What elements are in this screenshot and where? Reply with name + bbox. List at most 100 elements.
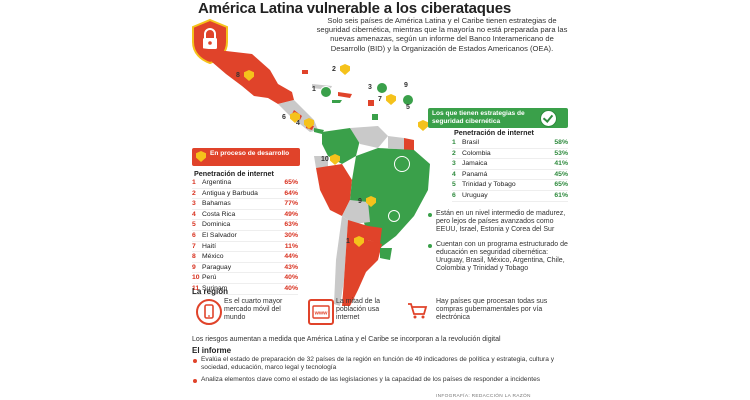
- list-item: Evalúa el estado de preparación de 32 pa…: [192, 356, 568, 372]
- row-value: 45%: [554, 170, 568, 178]
- row-value: 58%: [554, 139, 568, 146]
- warning-shield-icon: [196, 151, 206, 162]
- row-number: 7: [192, 242, 196, 250]
- table-row: 7 Haití 11%: [192, 242, 298, 253]
- row-country: Uruguay: [462, 191, 488, 199]
- red-legend-header: [192, 148, 300, 166]
- row-number: 2: [192, 189, 196, 197]
- red-penetration-title: Penetración de internet: [194, 169, 274, 178]
- row-value: 61%: [554, 191, 568, 199]
- map-number: 1: [312, 86, 316, 93]
- row-country: Trinidad y Tobago: [462, 181, 516, 189]
- row-number: 1: [192, 179, 196, 186]
- row-value: 65%: [554, 181, 568, 189]
- argentina-region: [342, 220, 382, 306]
- map-number: 3: [368, 84, 372, 91]
- row-value: 43%: [284, 263, 298, 271]
- map-number: 9: [404, 82, 408, 89]
- table-row: 1 Brasil 58%: [452, 138, 568, 149]
- check-icon: [540, 110, 557, 127]
- map-marker-icon: [354, 236, 364, 247]
- map-marker-icon: [244, 70, 254, 81]
- credit-line: INFOGRAFÍA: REDACCIÓN LA RAZÓN: [436, 394, 531, 399]
- brazil-region: [350, 148, 430, 248]
- row-value: 64%: [284, 189, 298, 197]
- infographic: América Latina vulnerable a los ciberata…: [178, 0, 570, 400]
- map-marker-icon: [386, 94, 396, 105]
- row-country: Argentina: [202, 179, 232, 186]
- check-marker-icon: [402, 94, 414, 106]
- row-number: 3: [452, 160, 456, 168]
- green-legend-label: Los que tienen estrategias de seguridad …: [432, 110, 525, 125]
- risk-statement: Los riesgos aumentan a medida que Améric…: [192, 336, 501, 343]
- peru-region: [316, 164, 352, 216]
- row-country: Panamá: [462, 170, 488, 178]
- svg-text:www: www: [314, 311, 329, 317]
- cart-icon: [408, 303, 428, 319]
- table-row: 4 Panamá 45%: [452, 170, 568, 181]
- table-row: 1 Argentina 65%: [192, 178, 298, 189]
- row-country: Costa Rica: [202, 210, 236, 218]
- table-row: 6 El Salvador 30%: [192, 231, 298, 242]
- www-icon: www: [308, 299, 334, 325]
- map-marker-icon: [304, 118, 314, 129]
- report-title: El informe: [192, 346, 232, 355]
- row-value: 65%: [284, 179, 298, 186]
- row-value: 11%: [284, 242, 298, 250]
- green-penetration-title: Penetración de internet: [454, 128, 534, 137]
- row-value: 63%: [284, 221, 298, 229]
- row-value: 40%: [284, 274, 298, 282]
- list-item: Están en un nivel intermedio de madurez,…: [428, 210, 568, 235]
- check-marker-icon: [376, 82, 388, 94]
- table-row: 2 Antigua y Barbuda 64%: [192, 189, 298, 200]
- row-country: Colombia: [462, 149, 491, 157]
- row-number: 6: [452, 191, 456, 199]
- map-marker-icon: [366, 196, 376, 207]
- table-row: 9 Paraguay 43%: [192, 263, 298, 274]
- row-country: Antigua y Barbuda: [202, 189, 258, 197]
- row-number: 3: [192, 200, 196, 208]
- row-country: Surinam: [202, 284, 228, 292]
- table-row: 11 Surinam 40%: [192, 284, 298, 295]
- row-number: 8: [192, 253, 196, 261]
- green-legend-header: [428, 108, 568, 128]
- map-number: 5: [406, 104, 410, 111]
- row-country: Paraguay: [202, 263, 232, 271]
- red-penetration-table: 1 Argentina 65% 2 Antigua y Barbuda 64% 3 Bah…: [192, 178, 298, 295]
- region-text-purchases: Hay países que procesan todas sus compra…: [436, 298, 548, 322]
- row-number: 11: [192, 284, 200, 292]
- map-marker-icon: [340, 64, 350, 75]
- row-value: 53%: [554, 149, 568, 157]
- check-marker-icon: [388, 210, 400, 222]
- row-value: 77%: [284, 200, 298, 208]
- region-title: La región: [192, 287, 229, 296]
- table-row: 6 Uruguay 61%: [452, 191, 568, 202]
- map-marker-icon: [290, 112, 300, 123]
- row-value: 41%: [554, 160, 568, 168]
- map-marker-icon: [330, 154, 340, 165]
- row-country: México: [202, 253, 224, 261]
- row-number: 6: [192, 231, 196, 239]
- map-number: 8: [236, 72, 240, 79]
- list-item: Analiza elementos clave como el estado d…: [192, 376, 568, 384]
- table-row: 3 Jamaica 41%: [452, 159, 568, 170]
- row-value: 40%: [284, 284, 298, 292]
- intro-paragraph: Solo seis países de América Latina y el …: [316, 16, 568, 53]
- map-marker-icon: [418, 120, 428, 131]
- region-text-internet: La mitad de la población usa internet: [336, 298, 380, 322]
- row-number: 4: [452, 170, 456, 178]
- row-value: 44%: [284, 253, 298, 261]
- table-row: 5 Dominica 63%: [192, 220, 298, 231]
- row-number: 5: [192, 221, 196, 229]
- map-number: 10: [321, 156, 329, 163]
- table-row: 4 Costa Rica 49%: [192, 210, 298, 221]
- region-text-mobile: Es el cuarto mayor mercado móvil del mun…: [224, 298, 283, 322]
- report-notes: Evalúa el estado de preparación de 32 pa…: [192, 356, 568, 388]
- row-number: 10: [192, 274, 200, 282]
- check-marker-icon: [320, 86, 332, 98]
- row-country: Jamaica: [462, 160, 488, 168]
- row-value: 49%: [284, 210, 298, 218]
- map-number: 6: [282, 114, 286, 121]
- row-country: El Salvador: [202, 231, 237, 239]
- map-number: 2: [332, 66, 336, 73]
